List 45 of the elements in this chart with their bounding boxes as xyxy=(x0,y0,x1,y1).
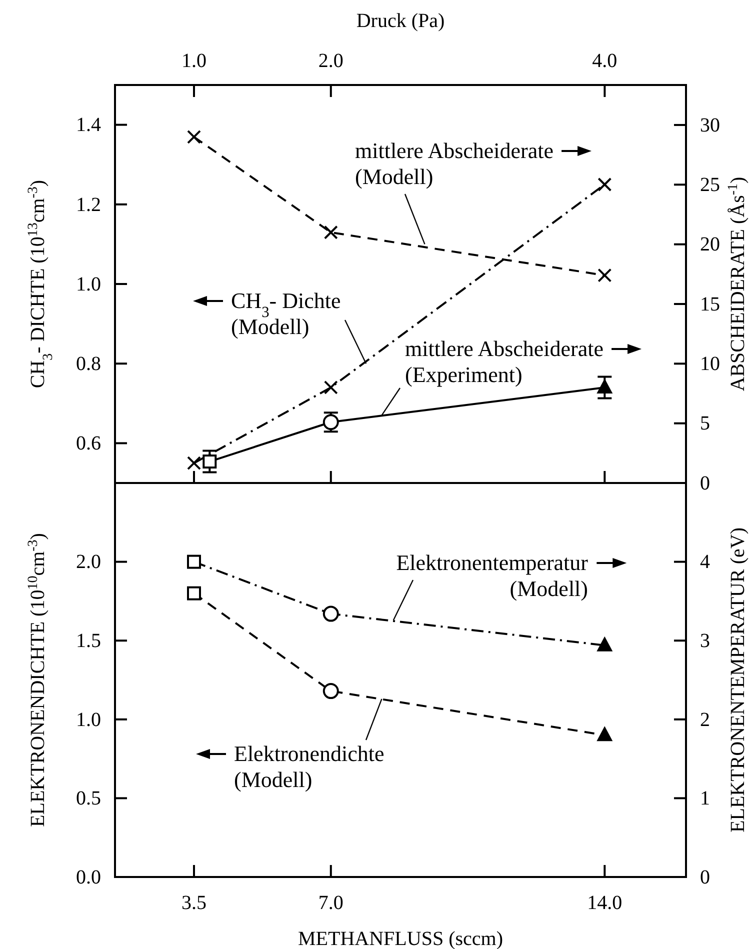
y2-tick-label: 1 xyxy=(700,788,710,810)
x-tick-label: 7.0 xyxy=(318,892,344,914)
y2-tick-label: 10 xyxy=(700,353,720,376)
y-tick-label: 0.0 xyxy=(76,866,101,888)
y2-tick-label: 0 xyxy=(700,866,710,888)
annotation: mittlere Abscheiderate (Modell) xyxy=(355,138,554,189)
point xyxy=(187,456,201,470)
x-axis-title: METHANFLUSS (sccm) xyxy=(298,928,503,949)
y-tick-label: 1.5 xyxy=(76,630,101,652)
x2-tick-label: 4.0 xyxy=(592,50,618,72)
y2-tick-label: 5 xyxy=(700,412,710,435)
y2-axis-title: ELEKTRONENTEMPERATUR (eV) xyxy=(727,528,749,832)
annotation: Elektronendichte (Modell) xyxy=(234,741,384,792)
y-tick-label: 2.0 xyxy=(76,551,101,574)
point xyxy=(324,225,338,240)
y2-tick-label: 3 xyxy=(700,630,710,652)
y2-tick-label: 4 xyxy=(700,551,710,574)
y-tick-label: 1.2 xyxy=(76,194,101,216)
y-tick-label: 1.0 xyxy=(76,273,101,296)
x-tick-label: 14.0 xyxy=(587,892,622,914)
point xyxy=(596,726,613,742)
point xyxy=(187,130,201,144)
y-tick-label: 0.8 xyxy=(76,353,101,375)
annotation: Elektronentemperatur (Modell) xyxy=(396,550,589,601)
point xyxy=(324,380,338,394)
annotation: CH$_{3}$- Dichte (Modell) xyxy=(231,288,341,339)
y-tick-label: 1.0 xyxy=(76,708,101,731)
x2-axis-title: Druck (Pa) xyxy=(356,10,445,32)
x2-tick-label: 2.0 xyxy=(318,50,344,72)
y2-tick-label: 30 xyxy=(700,114,720,136)
y2-tick-label: 0 xyxy=(700,472,710,494)
y2-tick-label: 15 xyxy=(700,293,720,316)
y2-tick-label: 20 xyxy=(700,234,720,256)
point xyxy=(598,178,612,192)
y-tick-label: 0.5 xyxy=(76,788,101,810)
point xyxy=(322,683,339,700)
point xyxy=(596,378,613,394)
x-tick-label: 3.5 xyxy=(182,892,206,914)
annotation: mittlere Abscheiderate (Experiment) xyxy=(405,336,604,387)
y2-tick-label: 25 xyxy=(700,174,720,196)
y2-tick-label: 2 xyxy=(700,708,710,731)
y-tick-label: 1.4 xyxy=(76,114,101,136)
x2-tick-label: 1.0 xyxy=(181,50,206,72)
point xyxy=(598,268,612,282)
y-tick-label: 0.6 xyxy=(76,432,101,455)
